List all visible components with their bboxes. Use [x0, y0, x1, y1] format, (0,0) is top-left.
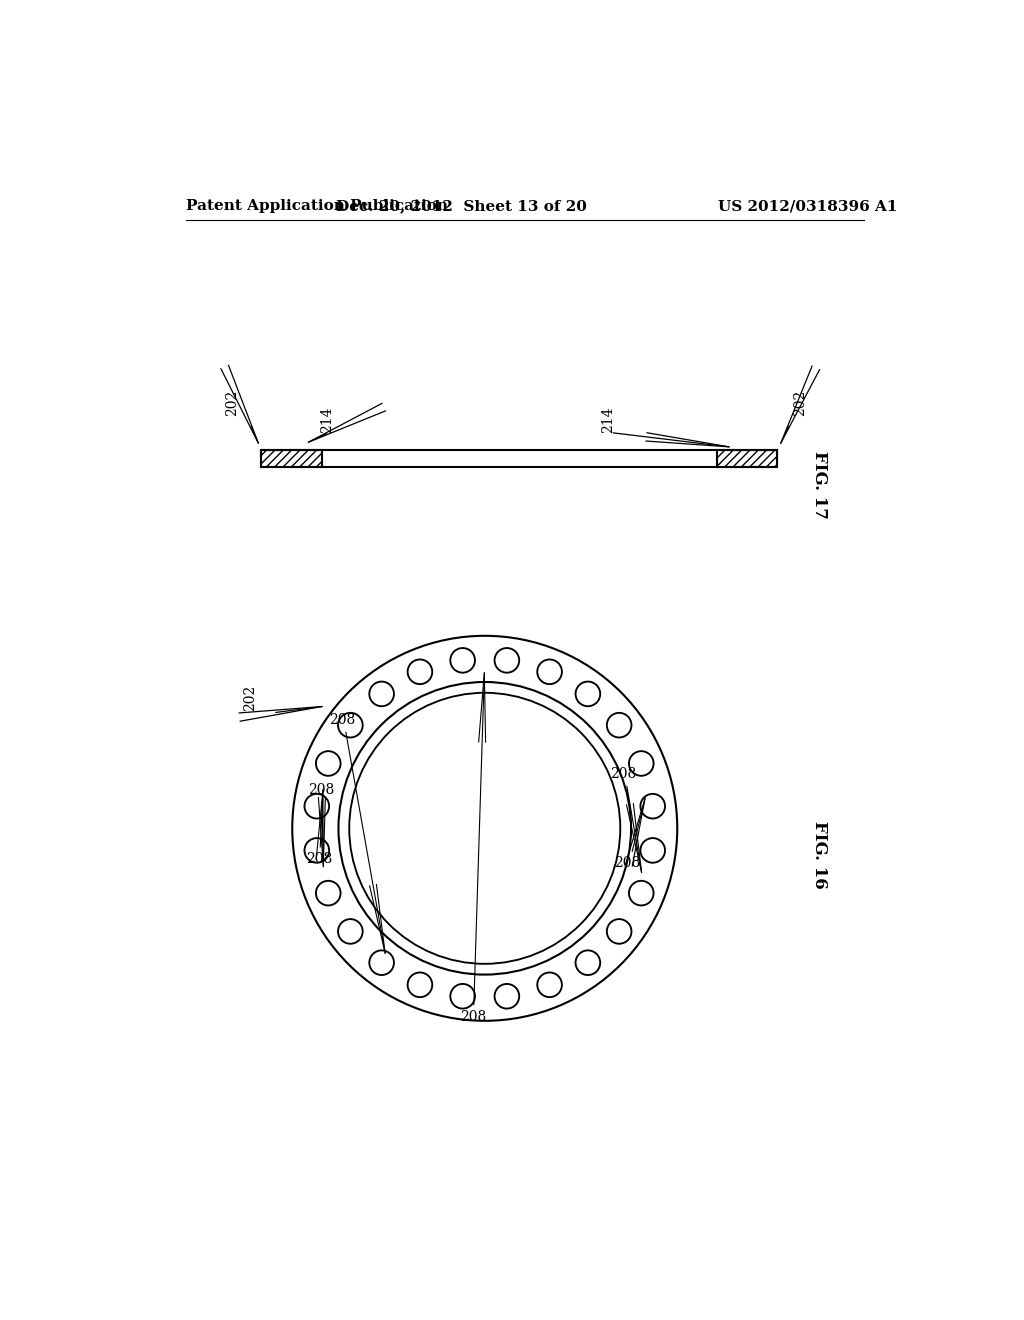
- Text: 208: 208: [306, 853, 333, 866]
- Text: 214: 214: [601, 407, 615, 433]
- Text: Dec. 20, 2012  Sheet 13 of 20: Dec. 20, 2012 Sheet 13 of 20: [336, 199, 587, 213]
- Text: 202: 202: [243, 684, 257, 710]
- Text: 202: 202: [225, 391, 240, 416]
- Text: 208: 208: [329, 714, 355, 727]
- Text: 208: 208: [610, 767, 637, 781]
- Text: 208: 208: [460, 1010, 486, 1024]
- Text: US 2012/0318396 A1: US 2012/0318396 A1: [719, 199, 898, 213]
- Text: 208: 208: [614, 855, 640, 870]
- Bar: [261, 450, 322, 467]
- Bar: [717, 450, 777, 467]
- Text: 208: 208: [308, 783, 335, 797]
- Text: FIG. 16: FIG. 16: [811, 821, 828, 888]
- Bar: [717, 450, 777, 467]
- Text: Patent Application Publication: Patent Application Publication: [186, 199, 449, 213]
- Text: FIG. 17: FIG. 17: [811, 451, 828, 519]
- Bar: [261, 450, 777, 467]
- Text: 214: 214: [319, 407, 334, 433]
- Bar: [261, 450, 322, 467]
- Text: 202: 202: [794, 391, 808, 416]
